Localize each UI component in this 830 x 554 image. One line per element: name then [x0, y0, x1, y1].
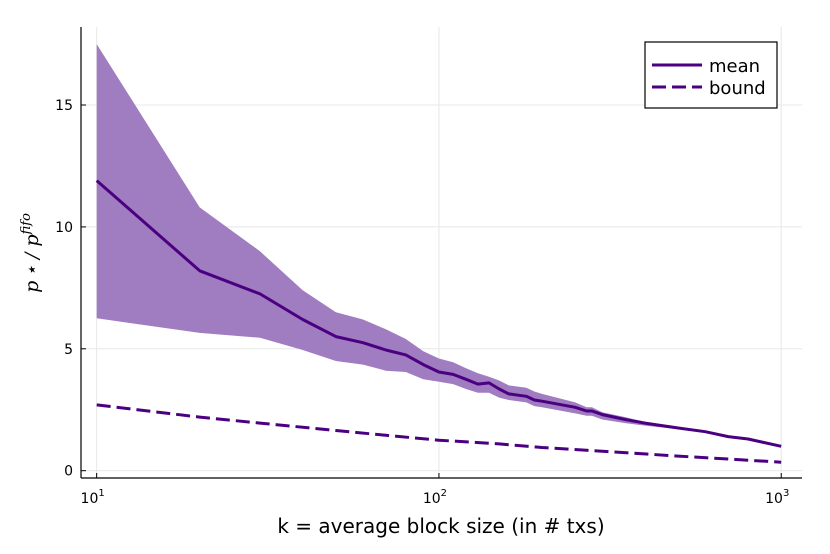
legend-label-bound: bound	[709, 78, 766, 99]
legend-label-mean: mean	[709, 56, 760, 77]
y-axis-title: p ⋆ / pfifo	[19, 213, 43, 293]
y-tick-label: 15	[55, 98, 73, 114]
range-band	[96, 44, 679, 430]
legend: mean bound	[644, 41, 778, 109]
y-tick-label: 0	[64, 464, 73, 480]
legend-box	[644, 41, 778, 109]
y-axis-title-main: p ⋆ / p	[21, 234, 43, 293]
y-tick-label: 10	[55, 220, 73, 236]
x-axis-title: k = average block size (in # txs)	[277, 514, 604, 538]
series-line-mean	[95, 179, 782, 448]
axes	[80, 27, 802, 479]
series-layer	[95, 179, 782, 464]
x-tick-label: 101	[81, 488, 105, 507]
y-axis-title-superscript: fifo	[19, 213, 34, 235]
y-tick-label: 5	[64, 342, 73, 358]
tick-labels: 101 102 103 0 5 10 15	[55, 98, 789, 507]
x-tick-label: 102	[423, 488, 447, 507]
x-tick-label: 103	[765, 488, 789, 507]
series-line-bound	[96, 403, 782, 464]
range-band-layer	[96, 44, 679, 430]
